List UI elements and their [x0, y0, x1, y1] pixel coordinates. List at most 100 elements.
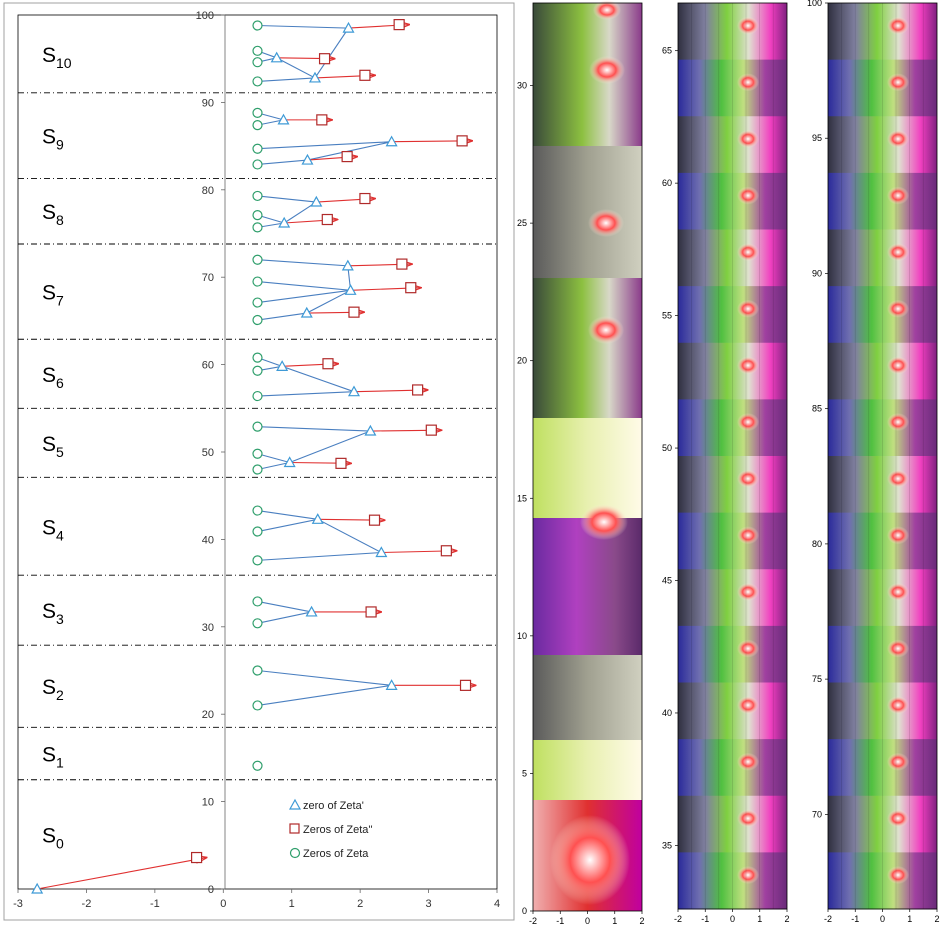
legend-label-zeta2: Zeros of Zeta''	[303, 824, 373, 836]
panel-x-tick-label: 1	[907, 914, 912, 924]
zeta2-zero-point	[393, 19, 405, 31]
region-letter: S	[42, 282, 56, 305]
zeta-zero-point	[252, 448, 263, 459]
x-tick-label: 2	[357, 898, 363, 910]
panel-y-tick-label: 35	[662, 840, 672, 850]
legend: zero of Zeta' Zeros of Zeta'' Zeros of Z…	[288, 798, 373, 860]
region-label: S6	[42, 364, 64, 391]
zeta-zero-point	[252, 254, 263, 265]
panel-x-tick-label: 2	[934, 914, 939, 924]
zeta2-zero-point	[459, 679, 472, 691]
region-subscript: 5	[56, 444, 64, 460]
zeta-zero-point	[252, 760, 263, 771]
x-tick-label: 1	[289, 898, 295, 910]
region-letter: S	[42, 44, 56, 67]
x-tick-label: 3	[426, 898, 432, 910]
zeta-zero-point	[252, 57, 263, 68]
region-dividers	[18, 92, 497, 781]
zeta-zero-point	[252, 390, 263, 402]
zeta2-zero-point	[348, 306, 360, 318]
y-tick-label: 40	[202, 534, 214, 546]
region-label: S1	[42, 744, 64, 771]
region-subscript: 7	[56, 293, 64, 309]
zeta2-zero-point	[321, 213, 333, 226]
zeta1-zero-point	[308, 71, 321, 83]
zeta1-zero-point	[347, 385, 361, 397]
panel-y-tick-label: 55	[662, 311, 672, 321]
connection-line	[257, 518, 384, 561]
zeta2-zero-point	[405, 282, 417, 294]
y-tick-label: 90	[202, 97, 214, 109]
zeta1-zero-point	[385, 135, 398, 147]
zeta1-zero-point	[283, 456, 296, 468]
y-tick-label: 70	[202, 272, 214, 284]
panel-y-tick-label: 75	[812, 674, 822, 684]
panel-x-tick-label: 1	[612, 916, 617, 926]
zeta-zero-point	[252, 464, 263, 475]
panel-y-tick-label: 100	[807, 0, 822, 8]
y-tick-label: 30	[202, 622, 214, 634]
y-tick-label: 60	[202, 360, 214, 372]
panel-y-tick-label: 30	[517, 81, 527, 91]
panel-y-tick-label: 50	[662, 443, 672, 453]
zeta-zero-point	[252, 421, 263, 432]
zeta1-zero-point	[341, 259, 354, 271]
zeta-zero-point	[252, 159, 263, 170]
zeta1-zero-point	[311, 513, 324, 524]
zeta-zero-point	[252, 314, 263, 326]
panel-y-tick-label: 95	[812, 133, 822, 143]
panel-x-tick-label: 2	[639, 916, 644, 926]
zeta2-zero-point	[412, 384, 424, 396]
zeta-zero-point	[252, 107, 263, 118]
connection-line	[257, 365, 355, 397]
zeta-zero-point	[252, 190, 263, 202]
y-tick-label: 100	[196, 10, 214, 22]
panel-x-tick-label: 0	[585, 916, 590, 926]
x-tick-label: 0	[220, 898, 226, 910]
zeta1-zero-point	[385, 679, 398, 690]
zeta1-zero-point	[344, 284, 357, 295]
panel-x-tick-label: -1	[556, 916, 564, 926]
panel-y-tick-label: 70	[812, 809, 822, 819]
panel-x-tick-label: -2	[674, 914, 682, 924]
panel-x-tick-label: 0	[730, 914, 735, 924]
zeta2-zero-point	[365, 606, 377, 618]
zeta2-zero-point	[425, 424, 437, 436]
x-tick-label: -3	[13, 898, 23, 910]
zeta2-zero-point	[368, 514, 381, 526]
zeta1-zero-point	[31, 882, 44, 894]
panel-x-tick-label: 2	[784, 914, 789, 924]
zeta-zero-point	[252, 665, 263, 676]
zeta-zero-point	[252, 276, 263, 287]
x-tick-label: -2	[82, 898, 92, 910]
legend-circle-icon	[289, 847, 301, 859]
zeta-zero-point	[252, 20, 263, 31]
panel-y-tick-label: 5	[522, 768, 527, 778]
connection-line	[257, 141, 392, 166]
panel-image	[678, 3, 787, 910]
panel-y-tick-label: 20	[517, 356, 527, 366]
zeta-zero-point	[252, 526, 263, 537]
zeta1-zero-point	[301, 153, 314, 165]
zeta-zero-point	[252, 143, 263, 154]
panel-y-tick-label: 85	[812, 404, 822, 414]
region-subscript: 3	[56, 611, 64, 627]
region-label: S2	[42, 676, 64, 703]
panel-image	[828, 3, 937, 910]
region-letter: S	[42, 433, 56, 456]
region-label: S9	[42, 126, 64, 153]
panel-x-tick-label: -1	[851, 914, 859, 924]
zeta1-zero-point	[277, 113, 290, 125]
connection-line	[257, 57, 317, 82]
markers	[31, 19, 472, 894]
zeta1-zero-point	[305, 605, 318, 617]
region-subscript: 0	[56, 835, 64, 851]
zeta-zero-point	[252, 222, 263, 233]
region-label: S5	[42, 433, 64, 460]
region-label: S3	[42, 600, 64, 627]
zeta1-zero-point	[364, 424, 377, 436]
zeta1-zero-point	[276, 360, 289, 371]
y-ticks: 0 10 20 30 40 50 60 70 80 90 100	[196, 10, 225, 896]
